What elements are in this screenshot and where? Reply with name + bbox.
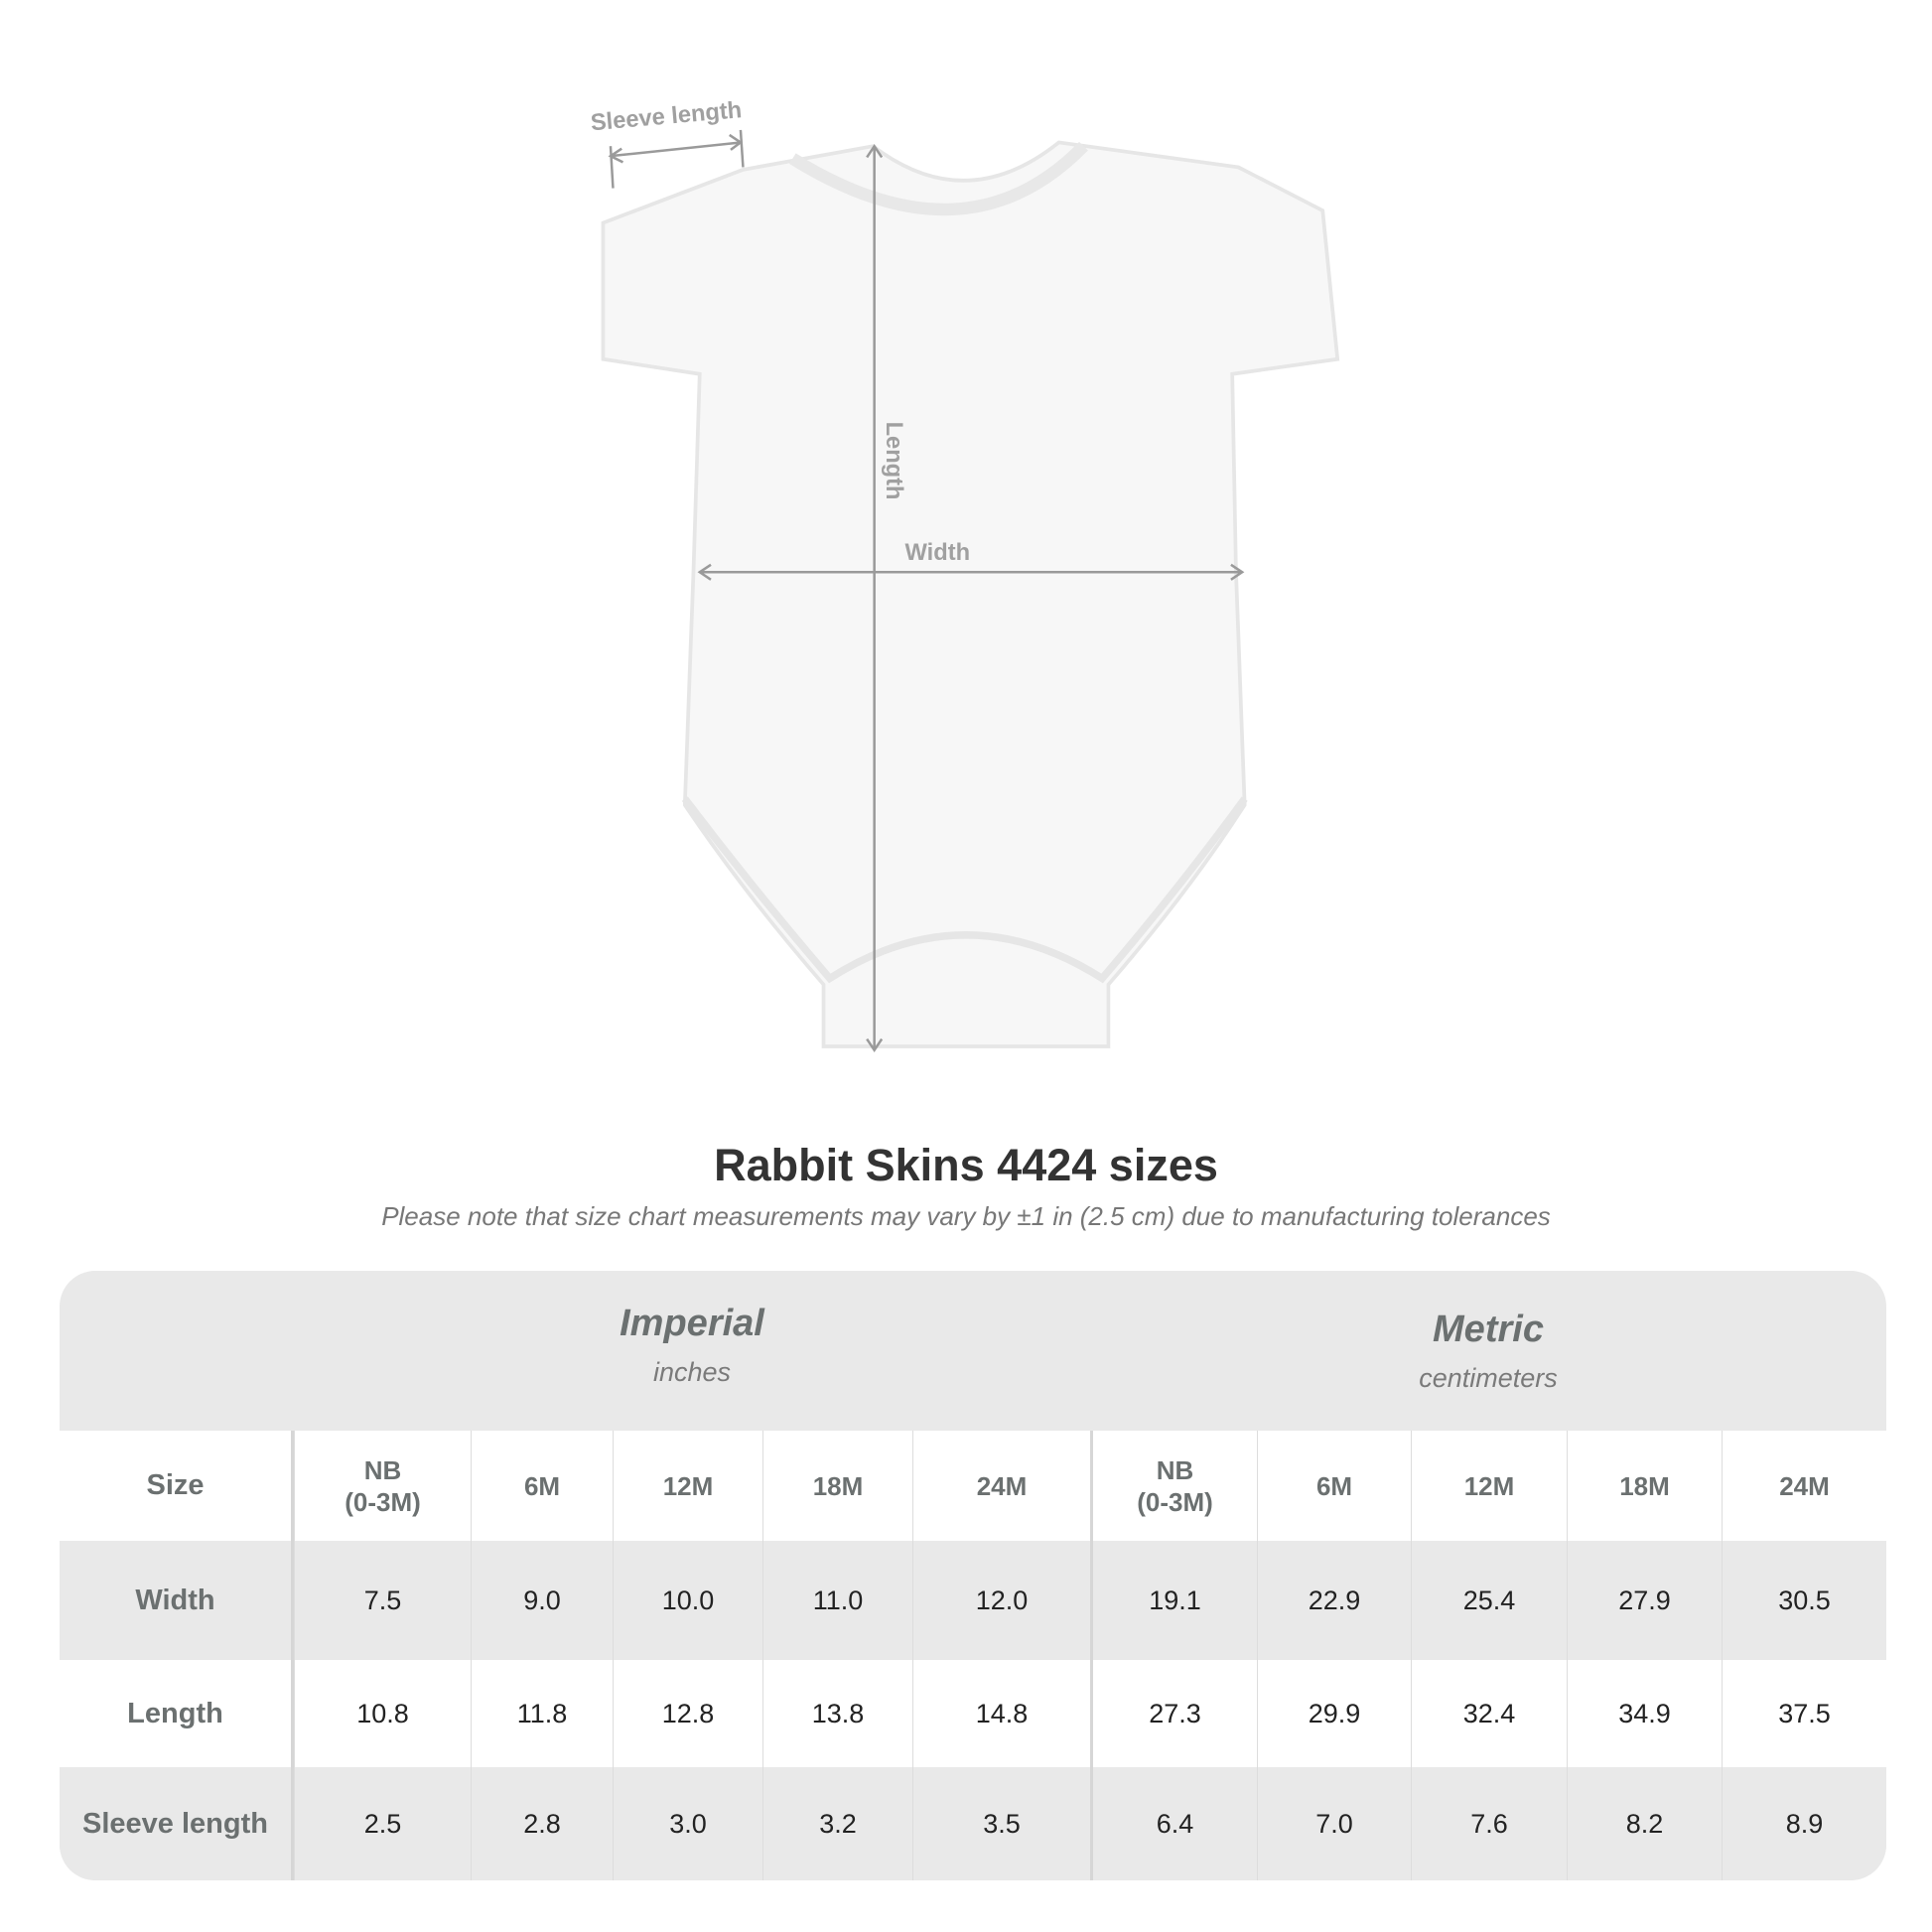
table-cell: 25.4 [1411,1541,1567,1660]
table-cell: 10.0 [613,1541,762,1660]
table-cell: 7.5 [294,1541,471,1660]
page-title: Rabbit Skins 4424 sizes [714,1140,1218,1190]
table-cell: 12.8 [613,1660,762,1767]
row-label: Width [60,1541,294,1660]
table-cell: 12M [1411,1431,1567,1541]
table-cell: 12.0 [912,1541,1090,1660]
onesie-hem [681,796,1248,984]
onesie-diagram: Sleeve length Length Width [590,97,1340,1053]
table-cell: 2.8 [471,1767,613,1880]
table-cell: 10.8 [294,1660,471,1767]
table-cell: 18M [762,1431,912,1541]
table-cell: 34.9 [1567,1660,1722,1767]
table-row: Sleeve length 2.5 2.8 3.0 3.2 3.5 6.4 7.0 7.6 8.2… [60,1767,1886,1880]
table-cell: 18M [1567,1431,1722,1541]
table-row: Length 10.8 11.8 12.8 13.8 14.8 27.3 29.9 32.4 34… [60,1660,1886,1767]
table-cell: 7.0 [1257,1767,1411,1880]
size-table: Imperial inches Metric centimeters Size N… [60,1271,1886,1880]
onesie-neckline [789,141,1088,216]
imperial-header: Imperial inches [294,1303,1090,1462]
table-cell: 30.5 [1722,1541,1886,1660]
table-cell: 24M [912,1431,1090,1541]
table-cell: 19.1 [1090,1541,1257,1660]
table-cell: 22.9 [1257,1541,1411,1660]
size-row: Size NB (0-3M) 6M 12M 18M 24M NB (0-3M) 6M 12M 18… [60,1431,1886,1541]
table-cell: 7.6 [1411,1767,1567,1880]
table-cell: 27.3 [1090,1660,1257,1767]
table-cell: 13.8 [762,1660,912,1767]
table-cell: 3.2 [762,1767,912,1880]
tolerance-note: Please note that size chart measurements… [381,1201,1551,1231]
imperial-unit: inches [652,1357,732,1387]
sleeve-length-label: Sleeve length [590,97,743,136]
table-cell: 9.0 [471,1541,613,1660]
onesie-body [601,140,1340,1048]
table-row: Width 7.5 9.0 10.0 11.0 12.0 19.1 22.9 25.4 27.9 3… [60,1541,1886,1660]
imperial-title: Imperial [620,1303,764,1344]
sleeve-arrow [610,141,742,158]
row-label: Sleeve length [60,1767,294,1880]
row-label: Length [60,1660,294,1767]
table-cell: 3.0 [613,1767,762,1880]
table-cell: 11.0 [762,1541,912,1660]
table-cell: 3.5 [912,1767,1090,1880]
metric-title: Metric [1433,1309,1544,1350]
table-cell: 6M [471,1431,613,1541]
table-cell: 2.5 [294,1767,471,1880]
table-cell: 14.8 [912,1660,1090,1767]
metric-header: Metric centimeters [1090,1309,1886,1468]
table-cell: 8.9 [1722,1767,1886,1880]
table-cell: 27.9 [1567,1541,1722,1660]
table-cell: NB (0-3M) [1090,1431,1257,1541]
table-cell: 29.9 [1257,1660,1411,1767]
table-cell: 32.4 [1411,1660,1567,1767]
table-cell: NB (0-3M) [294,1431,471,1541]
table-cell: 6.4 [1090,1767,1257,1880]
table-cell: 11.8 [471,1660,613,1767]
table-cell: 6M [1257,1431,1411,1541]
table-cell: 37.5 [1722,1660,1886,1767]
table-cell: 12M [613,1431,762,1541]
row-label: Size [60,1431,294,1541]
width-label: Width [905,540,971,566]
metric-unit: centimeters [1419,1363,1558,1393]
table-cell: 24M [1722,1431,1886,1541]
length-label: Length [881,422,906,500]
table-cell: 8.2 [1567,1767,1722,1880]
